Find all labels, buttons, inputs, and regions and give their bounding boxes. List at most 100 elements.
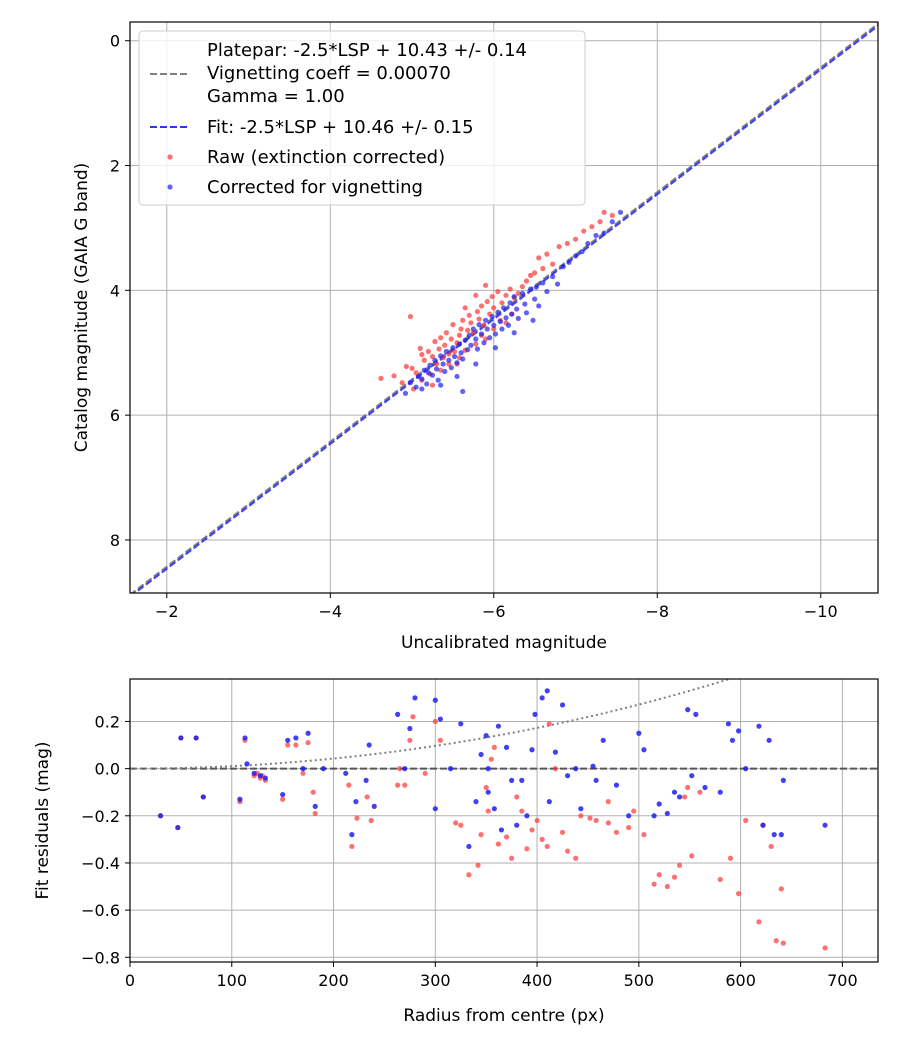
raw-residual-point (509, 855, 515, 861)
raw-residual-point (397, 766, 403, 772)
corrected-residual-point (735, 728, 742, 734)
corrected-point (460, 356, 466, 362)
bottom-x-tick-label: 600 (725, 971, 756, 990)
raw-residual-point (422, 770, 428, 776)
raw-point (499, 300, 505, 306)
corrected-point (500, 305, 507, 311)
corrected-residual-point (725, 721, 732, 727)
legend-fit-label: Fit: -2.5*LSP + 10.46 +/- 0.15 (207, 117, 474, 138)
raw-residual-point (368, 817, 374, 824)
corrected-residual-point (157, 813, 164, 819)
corrected-point (432, 357, 438, 363)
bottom-y-tick-label: −0.8 (81, 948, 120, 967)
raw-point (470, 330, 476, 336)
raw-residual-point (559, 829, 566, 835)
corrected-residual-point (437, 716, 443, 722)
corrected-residual-point (478, 751, 484, 758)
corrected-residual-point (285, 737, 291, 743)
raw-point (438, 367, 444, 373)
corrected-point (511, 330, 517, 336)
raw-point (442, 342, 448, 348)
corrected-point (468, 342, 474, 348)
raw-residual-point (651, 881, 657, 887)
raw-point (468, 320, 474, 326)
raw-point (601, 209, 607, 215)
raw-point (391, 373, 397, 379)
raw-residual-point (573, 855, 579, 861)
raw-point (527, 272, 534, 278)
corrected-point (560, 264, 566, 270)
corrected-residual-point (237, 796, 243, 802)
raw-residual-point (756, 919, 762, 925)
corrected-point (450, 345, 456, 351)
corrected-residual-point (766, 737, 772, 743)
raw-point (503, 292, 509, 298)
raw-point (473, 292, 479, 298)
raw-point (436, 346, 442, 352)
corrected-residual-point (366, 742, 372, 748)
corrected-point (572, 253, 579, 259)
bottom-y-tick-label: −0.6 (81, 901, 120, 920)
raw-residual-point (437, 737, 443, 743)
corrected-point (413, 384, 419, 390)
corrected-residual-point (242, 735, 248, 741)
corrected-residual-point (491, 806, 497, 812)
raw-residual-point (310, 789, 316, 795)
raw-residual-point (641, 832, 647, 838)
raw-residual-point (773, 938, 779, 944)
corrected-residual-point (626, 813, 632, 819)
corrected-residual-point (641, 747, 647, 753)
raw-point (460, 317, 466, 323)
raw-point (474, 308, 481, 315)
raw-residual-point (407, 737, 413, 743)
raw-point (429, 353, 436, 360)
raw-point (403, 363, 409, 370)
corrected-residual-point (503, 744, 510, 750)
top-y-tick-label: 0 (110, 32, 120, 51)
legend-platepar-line3: Gamma = 1.00 (207, 86, 345, 107)
fit-line (133, 24, 878, 593)
raw-point (478, 303, 485, 309)
corrected-point (503, 315, 509, 321)
corrected-residual-point (395, 711, 401, 717)
bottom-y-tick-label: −0.2 (81, 807, 120, 826)
legend-corrected-marker (167, 184, 173, 190)
corrected-point (533, 284, 539, 290)
raw-point (572, 236, 579, 242)
corrected-residual-point (363, 777, 369, 784)
raw-point (378, 375, 384, 381)
corrected-point (438, 382, 444, 388)
bottom-y-tick-label: 0.2 (95, 712, 120, 731)
legend-platepar-line2: Vignetting coeff = 0.00070 (207, 63, 451, 84)
corrected-residual-point (280, 791, 286, 798)
corrected-point (530, 317, 536, 323)
raw-residual-point (727, 855, 734, 861)
raw-residual-point (458, 822, 464, 828)
raw-point (421, 357, 427, 363)
legend-platepar-line1: Platepar: -2.5*LSP + 10.43 +/- 0.14 (207, 40, 527, 61)
corrected-point (491, 322, 497, 328)
corrected-residual-point (193, 735, 199, 741)
raw-residual-point (354, 815, 360, 821)
bottom-y-tick-label: 0.0 (95, 760, 120, 779)
raw-residual-point (682, 794, 688, 800)
corrected-residual-point (590, 763, 596, 769)
corrected-point (483, 317, 489, 323)
corrected-residual-point (519, 777, 525, 784)
raw-residual-point (626, 824, 632, 831)
raw-point (409, 365, 415, 371)
raw-residual-point (685, 784, 691, 791)
corrected-point (454, 360, 460, 366)
raw-residual-point (432, 718, 438, 725)
corrected-point (536, 303, 542, 309)
raw-point (536, 255, 542, 261)
raw-point (450, 322, 456, 328)
raw-residual-point (514, 794, 520, 800)
bottom-ticks: 0 100 200 300 400 500 600 700 0.2 0.0 −0.2 −0.4 −0.6… (81, 712, 858, 990)
top-y-axis-label: Catalog magnitude (GAIA G band) (72, 163, 92, 453)
corrected-point (497, 318, 503, 325)
raw-point (413, 370, 419, 376)
corrected-residual-point (200, 794, 206, 800)
raw-point (489, 293, 495, 300)
corrected-residual-point (822, 822, 828, 828)
